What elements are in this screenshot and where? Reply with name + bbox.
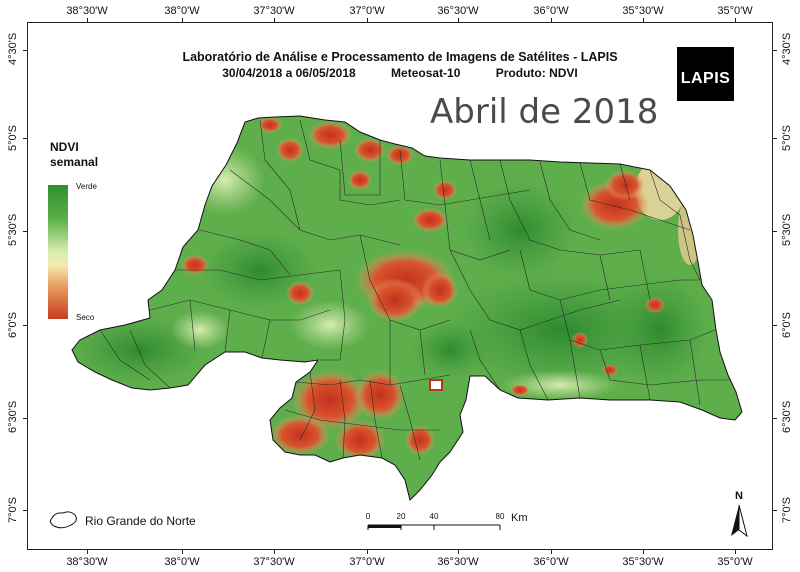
tick-mark: [23, 418, 27, 419]
region-label: Rio Grande do Norte: [85, 514, 196, 528]
lon-tick-top: 37°0'W: [349, 5, 385, 17]
scale-tick-label: 80: [495, 512, 505, 521]
tick-mark: [643, 18, 644, 22]
lon-tick-bottom: 38°30'W: [66, 556, 108, 568]
tick-mark: [551, 550, 552, 554]
scale-tick-label: 0: [365, 512, 371, 521]
tick-mark: [87, 18, 88, 22]
lon-tick-bottom: 36°0'W: [533, 556, 569, 568]
scale-tick-label: 20: [396, 512, 406, 521]
lon-tick-bottom: 36°30'W: [437, 556, 479, 568]
tick-mark: [735, 18, 736, 22]
tick-mark: [773, 231, 777, 232]
tick-mark: [735, 550, 736, 554]
municipal-boundaries: [99, 119, 730, 461]
lon-tick-top: 37°30'W: [253, 5, 295, 17]
scale-tick-label: 40: [429, 512, 439, 521]
lon-tick-top: 36°0'W: [533, 5, 569, 17]
tick-mark: [551, 18, 552, 22]
tick-mark: [274, 18, 275, 22]
satellite-text: Meteosat-10: [391, 66, 461, 80]
lon-tick-top: 35°0'W: [717, 5, 753, 17]
product-text: Produto: NDVI: [495, 66, 578, 80]
lon-tick-bottom: 37°30'W: [253, 556, 295, 568]
lab-title: Laboratório de Análise e Processamento d…: [182, 50, 618, 64]
lon-tick-top: 38°30'W: [66, 5, 108, 17]
tick-mark: [773, 50, 777, 51]
legend-title-line1: NDVI: [50, 140, 79, 154]
tick-mark: [182, 18, 183, 22]
tick-mark: [773, 138, 777, 139]
map-subtitle: 30/04/2018 a 06/05/2018 Meteosat-10 Prod…: [0, 66, 800, 80]
tick-mark: [274, 550, 275, 554]
month-title: Abril de 2018: [430, 92, 659, 132]
tick-mark: [773, 325, 777, 326]
legend-title: NDVI semanal: [50, 140, 98, 170]
legend-title-line2: semanal: [50, 155, 99, 169]
ndvi-raster: [72, 116, 742, 500]
lon-tick-bottom: 35°30'W: [622, 556, 664, 568]
lon-tick-bottom: 35°0'W: [717, 556, 753, 568]
legend-high-label: Verde: [76, 182, 97, 191]
north-arrow-icon: [731, 504, 748, 538]
lon-tick-top: 35°30'W: [622, 5, 664, 17]
region-outline-icon: [49, 511, 77, 529]
tick-mark: [23, 50, 27, 51]
lon-tick-top: 36°30'W: [437, 5, 479, 17]
tick-mark: [23, 138, 27, 139]
tick-mark: [367, 18, 368, 22]
logo-text: LAPIS: [680, 70, 731, 87]
lon-tick-bottom: 38°0'W: [164, 556, 200, 568]
legend-low-label: Seco: [76, 313, 95, 322]
tick-mark: [773, 510, 777, 511]
scale-bar: [367, 524, 501, 530]
legend-color-ramp: [48, 185, 68, 319]
north-label: N: [735, 490, 743, 502]
lon-tick-bottom: 37°0'W: [349, 556, 385, 568]
tick-mark: [87, 550, 88, 554]
tick-mark: [182, 550, 183, 554]
lon-tick-top: 38°0'W: [164, 5, 200, 17]
tick-mark: [773, 418, 777, 419]
tick-mark: [23, 325, 27, 326]
tick-mark: [458, 18, 459, 22]
period-text: 30/04/2018 a 06/05/2018: [222, 66, 356, 80]
tick-mark: [367, 550, 368, 554]
tick-mark: [643, 550, 644, 554]
tick-mark: [458, 550, 459, 554]
lapis-logo: LAPIS: [677, 47, 734, 101]
scale-unit: Km: [511, 512, 528, 524]
tick-mark: [23, 510, 27, 511]
tick-mark: [23, 231, 27, 232]
